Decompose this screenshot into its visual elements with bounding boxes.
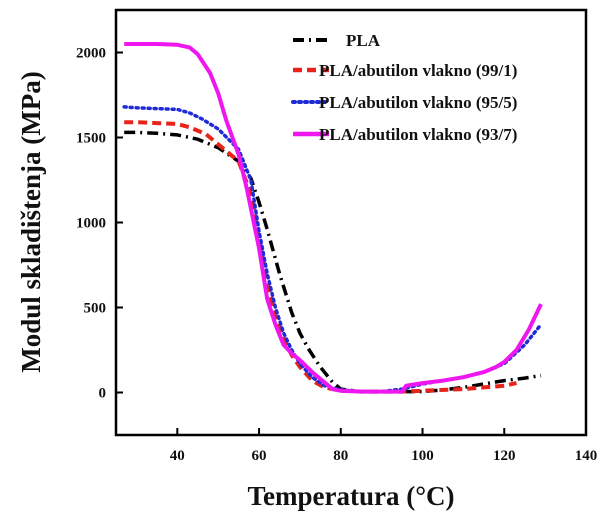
- legend-label: PLA/abutilon vlakno (99/1): [319, 61, 517, 80]
- legend-label: PLA/abutilon vlakno (93/7): [319, 125, 517, 144]
- series-lines: [122, 42, 543, 394]
- y-axis-ticks: 0 500 1000 1500 2000: [76, 46, 123, 402]
- x-tick-label: 140: [575, 448, 598, 464]
- series-line-3: [122, 105, 543, 394]
- series-line-1: [124, 130, 542, 394]
- y-tick-label: 1500: [76, 131, 106, 147]
- y-tick-label: 500: [84, 301, 107, 317]
- x-tick-label: 80: [333, 448, 348, 464]
- x-tick-label: 100: [411, 448, 434, 464]
- x-tick-label: 60: [252, 448, 267, 464]
- x-tick-label: 120: [493, 448, 516, 464]
- x-axis-title: Temperatura (°C): [247, 481, 454, 511]
- y-tick-label: 1000: [76, 216, 106, 232]
- series-line-2: [124, 120, 517, 394]
- series-line-4: [124, 42, 543, 394]
- legend: PLA PLA/abutilon vlakno (99/1) PLA/abutilo…: [291, 31, 517, 144]
- legend-label: PLA/abutilon vlakno (95/5): [319, 93, 517, 112]
- legend-label: PLA: [346, 31, 381, 50]
- y-tick-label: 0: [99, 386, 107, 402]
- x-tick-label: 40: [170, 448, 185, 464]
- x-axis-ticks: 40 60 80 100 120 140: [170, 428, 597, 464]
- y-tick-label: 2000: [76, 46, 106, 62]
- y-axis-title: Modul skladištenja (MPa): [16, 71, 46, 373]
